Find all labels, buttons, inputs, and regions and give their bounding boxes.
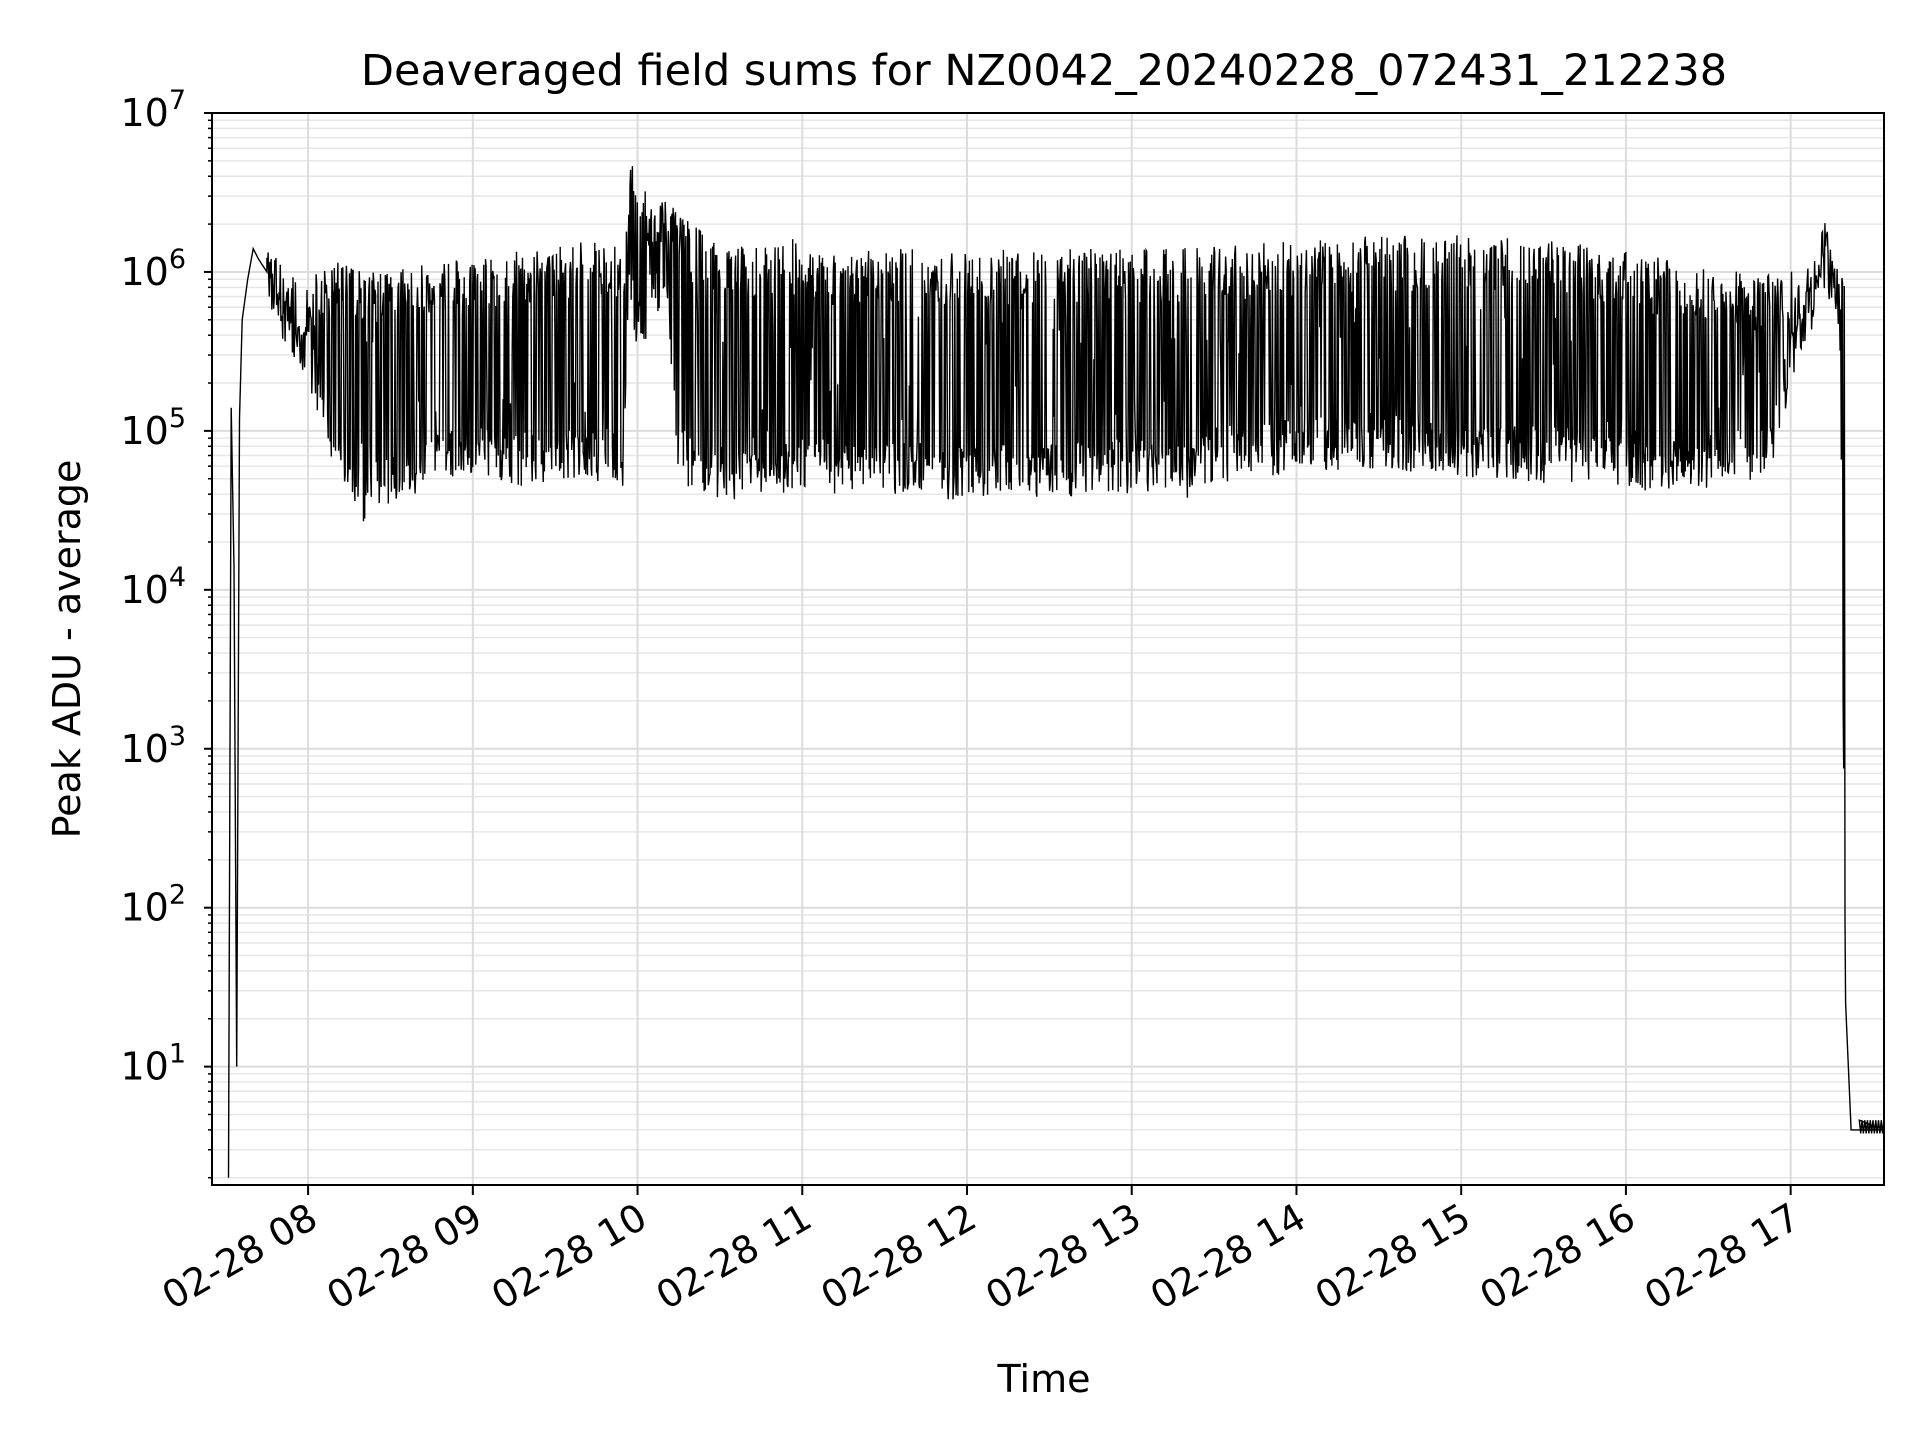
y-tick-label: 107 bbox=[120, 85, 186, 135]
series-layer bbox=[227, 166, 1885, 1178]
y-tick-label: 102 bbox=[120, 880, 186, 930]
y-tick-label: 103 bbox=[120, 721, 186, 771]
grid-minor bbox=[212, 119, 1884, 1179]
x-axis-label: Time bbox=[997, 1357, 1091, 1401]
series-line bbox=[227, 166, 1885, 1178]
y-tick-label: 105 bbox=[120, 403, 186, 453]
y-tick-label: 104 bbox=[120, 562, 186, 612]
y-tick-label: 106 bbox=[120, 244, 186, 294]
y-axis: 101 102 103 104 105 106 107 bbox=[120, 85, 212, 1179]
chart-title: Deaveraged field sums for NZ0042_2024022… bbox=[361, 46, 1727, 96]
y-axis-label: Peak ADU - average bbox=[45, 460, 89, 839]
plot-frame bbox=[211, 112, 1885, 1186]
y-tick-label: 101 bbox=[120, 1039, 186, 1089]
